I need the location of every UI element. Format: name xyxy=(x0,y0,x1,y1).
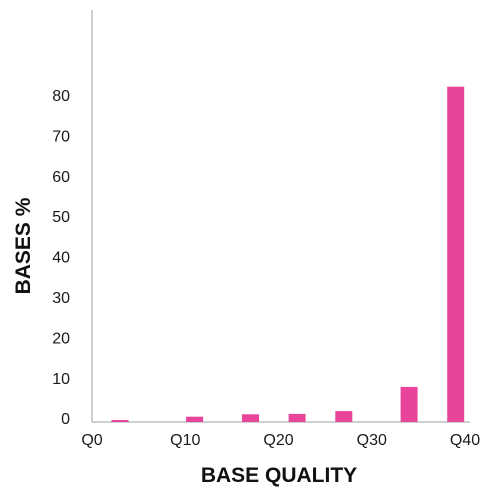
bar xyxy=(288,413,306,422)
x-tick-label: Q20 xyxy=(263,432,293,449)
y-tick-label: 80 xyxy=(52,88,70,105)
y-tick-label: 10 xyxy=(52,371,70,388)
y-tick-label: 30 xyxy=(52,290,70,307)
x-axis-title: BASE QUALITY xyxy=(201,464,357,487)
x-tick-label: Q30 xyxy=(357,432,387,449)
x-tick-label: Q40 xyxy=(450,432,480,449)
bars xyxy=(111,86,465,422)
bar xyxy=(447,86,465,422)
y-tick-label: 50 xyxy=(52,209,70,226)
bar xyxy=(111,420,129,422)
axes xyxy=(91,10,470,423)
bar xyxy=(186,416,204,422)
bar xyxy=(400,386,418,422)
y-tick-label: 60 xyxy=(52,169,70,186)
y-axis-title: BASES % xyxy=(12,197,35,294)
y-tick-labels: 0 10 20 30 40 50 60 70 80 xyxy=(52,88,70,428)
bar xyxy=(335,411,353,422)
x-tick-labels: Q0 Q10 Q20 Q30 Q40 xyxy=(81,432,480,449)
x-tick-label: Q10 xyxy=(170,432,200,449)
bar xyxy=(242,414,259,422)
y-tick-label: 0 xyxy=(61,411,70,428)
y-tick-label: 70 xyxy=(52,128,70,145)
y-tick-label: 20 xyxy=(52,330,70,347)
x-tick-label: Q0 xyxy=(81,432,102,449)
y-tick-label: 40 xyxy=(52,250,70,267)
